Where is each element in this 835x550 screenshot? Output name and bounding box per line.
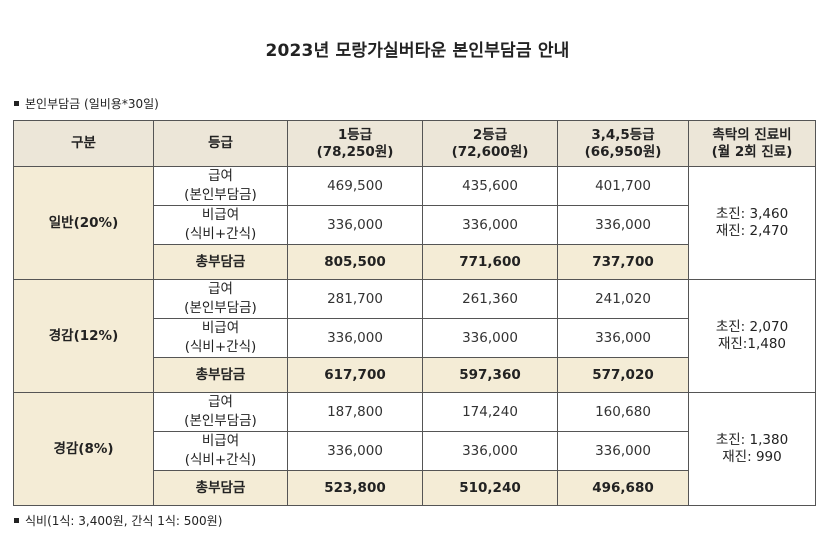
bullet-icon [14,101,19,106]
table-row: 일반(20%) 급여 (본인부담금) 469,500 435,600 401,70… [13,166,816,280]
row-label-benefit: 급여 (본인부담금) [153,392,288,432]
cell-total: 496,680 [557,470,689,506]
header-grade: 등급 [153,120,288,167]
cell-total: 617,700 [287,357,423,393]
cell-value: 187,800 [287,392,423,432]
cell-value: 336,000 [287,318,423,358]
group-label-reduced-8: 경감(8%) [13,392,154,506]
page-title: 2023년 모랑가실버타운 본인부담금 안내 [265,41,570,61]
footnote-text: 식비(1식: 3,400원, 간식 1식: 500원) [25,514,223,528]
table-row: 경감(8%) 급여 (본인부담금) 187,800 174,240 160,680… [13,392,816,506]
cell-total: 805,500 [287,244,423,280]
cell-value: 336,000 [287,205,423,245]
row-label-total: 총부담금 [153,357,288,393]
cell-value: 336,000 [422,318,558,358]
cell-value: 435,600 [422,166,558,206]
cell-total: 523,800 [287,470,423,506]
header-row: 구분 등급 1등급 (78,250원) 2등급 (72,600원) 3,4,5등급(… [13,120,816,167]
header-grade-1: 1등급 (78,250원) [287,120,423,167]
footnote: 식비(1식: 3,400원, 간식 1식: 500원) [14,512,222,529]
cell-value: 281,700 [287,279,423,319]
cell-value: 336,000 [557,205,689,245]
bullet-icon [14,518,19,523]
total-row: 총부담금 805,500 771,600 737,700 [14,244,816,280]
doctor-fee-cell: 초진: 1,380 재진: 990 [688,392,816,506]
table-caption: 본인부담금 (일비용*30일) [14,95,159,112]
header-doctor-fee: 촉탁의 진료비 (월 2회 진료) [688,120,816,167]
cell-value: 336,000 [557,431,689,471]
header-grade-3-4-5: 3,4,5등급 (66,950원) [557,120,689,167]
cell-value: 336,000 [557,318,689,358]
cell-value: 261,360 [422,279,558,319]
caption-text: 본인부담금 (일비용*30일) [25,97,159,111]
row-label-total: 총부담금 [153,470,288,506]
header-category: 구분 [13,120,154,167]
cell-value: 336,000 [422,205,558,245]
total-row: 총부담금 617,700 597,360 577,020 [14,357,816,393]
cell-value: 174,240 [422,392,558,432]
row-label-benefit: 급여 (본인부담금) [153,279,288,319]
row-label-benefit: 급여 (본인부담금) [153,166,288,206]
doctor-fee-cell: 초진: 2,070 재진:1,480 [688,279,816,393]
group-label-reduced-12: 경감(12%) [13,279,154,393]
cell-value: 241,020 [557,279,689,319]
cell-total: 597,360 [422,357,558,393]
cell-value: 401,700 [557,166,689,206]
table-row: 경감(12%) 급여 (본인부담금) 281,700 261,360 241,02… [13,279,816,393]
cell-total: 510,240 [422,470,558,506]
cell-value: 336,000 [287,431,423,471]
cell-total: 737,700 [557,244,689,280]
row-label-nonbenefit: 비급여 (식비+간식) [153,205,288,245]
doctor-fee-cell: 초진: 3,460 재진: 2,470 [688,166,816,280]
cell-value: 160,680 [557,392,689,432]
cell-total: 771,600 [422,244,558,280]
header-grade-2: 2등급 (72,600원) [422,120,558,167]
table-row: 비급여 (식비+간식) 336,000 336,000 336,000 [14,205,816,245]
row-label-total: 총부담금 [153,244,288,280]
group-label-general: 일반(20%) [13,166,154,280]
row-label-nonbenefit: 비급여 (식비+간식) [153,318,288,358]
total-row: 총부담금 523,800 510,240 496,680 [14,470,816,506]
cell-value: 336,000 [422,431,558,471]
copay-table: 구분 등급 1등급 (78,250원) 2등급 (72,600원) 3,4,5등급(… [13,120,816,506]
row-label-nonbenefit: 비급여 (식비+간식) [153,431,288,471]
cell-value: 469,500 [287,166,423,206]
cell-total: 577,020 [557,357,689,393]
